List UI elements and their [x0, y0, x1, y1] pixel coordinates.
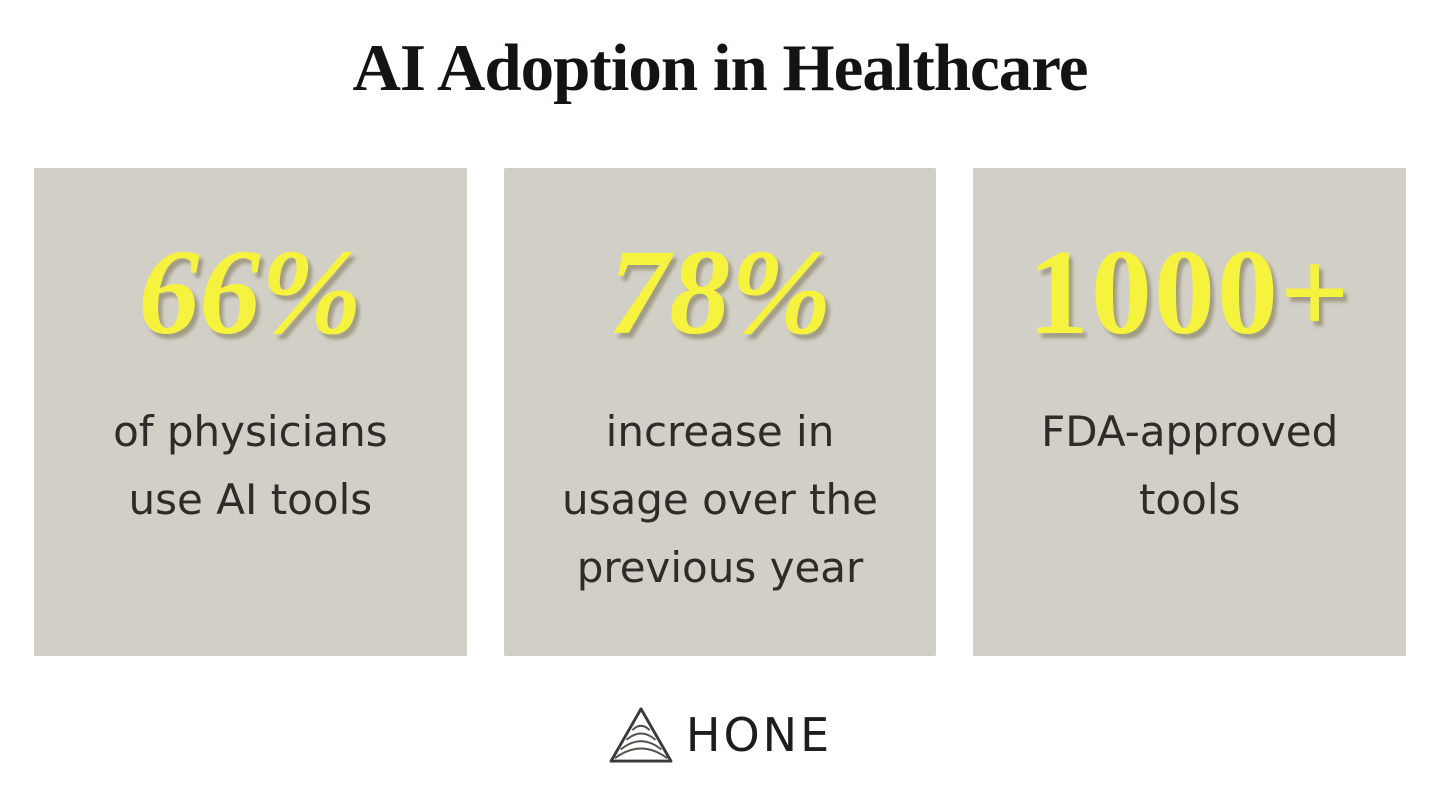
stat-value-66-percent: 66% [138, 225, 363, 361]
layered-triangle-icon [608, 706, 674, 764]
stat-value-1000-plus: 1000+ [1027, 225, 1352, 361]
page-title: AI Adoption in Healthcare [352, 31, 1088, 105]
stat-card-usage-increase: 78% increase in usage over the previous … [503, 168, 937, 657]
brand-footer: HONE [0, 706, 1440, 764]
stat-label-fda-tools: FDA-approved tools [1041, 407, 1339, 525]
stat-card-physicians: 66% of physicians use AI tools [34, 168, 467, 657]
brand-name: HONE [685, 708, 833, 763]
stat-value-78-percent: 78% [608, 225, 832, 361]
stat-card-fda-tools: 1000+ FDA-approved tools [973, 168, 1407, 657]
stat-cards-row: 66% of physicians use AI tools 78% incre… [34, 168, 1407, 657]
stat-label-physicians: of physicians use AI tools [113, 407, 388, 525]
stat-label-usage-increase: increase in usage over the previous year [561, 407, 879, 593]
